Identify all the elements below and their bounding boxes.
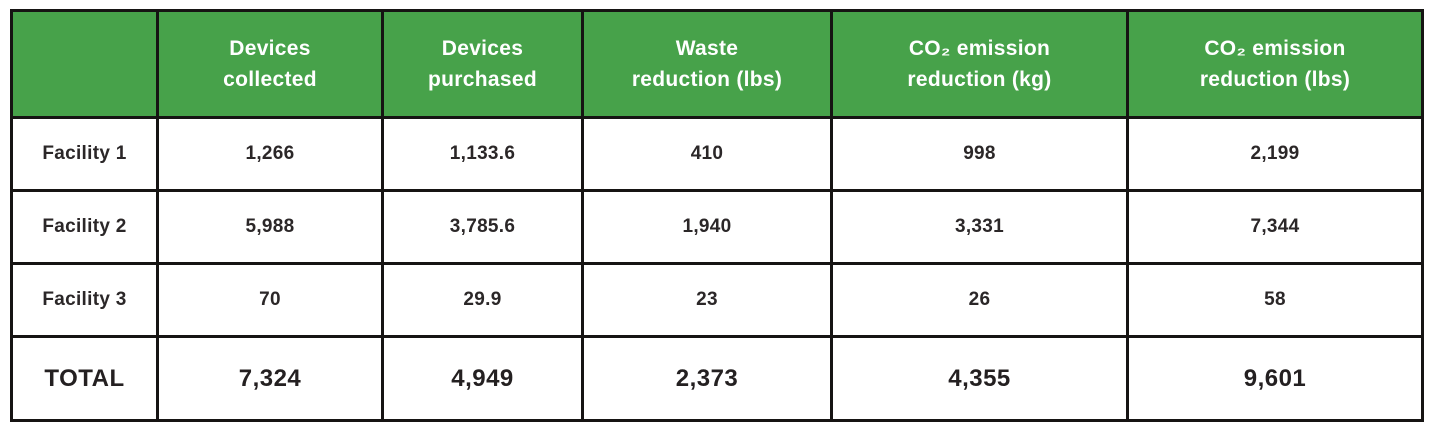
data-cell: 29.9 <box>381 262 584 339</box>
data-cell: 58 <box>1126 262 1424 339</box>
header-line: reduction (kg) <box>907 68 1052 91</box>
table-header: Devices collected Devices purchased Wast… <box>10 9 1424 119</box>
header-line: Devices <box>441 36 524 60</box>
row-label: Facility 2 <box>10 189 159 266</box>
header-line: reduction (lbs) <box>1199 68 1351 91</box>
data-cell: 410 <box>581 115 833 193</box>
data-cell: 1,133.6 <box>381 115 584 193</box>
total-cell: 7,324 <box>156 335 384 422</box>
data-cell: 23 <box>581 262 833 339</box>
table-row-total: TOTAL 7,324 4,949 2,373 4,355 9,601 <box>10 335 1424 422</box>
data-cell: 998 <box>830 115 1129 193</box>
header-cell-devices-collected: Devices collected <box>156 9 384 119</box>
table-row-facility-3: Facility 3 70 29.9 23 26 58 <box>10 262 1424 339</box>
header-row: Devices collected Devices purchased Wast… <box>10 9 1424 119</box>
data-cell: 1,940 <box>581 189 833 266</box>
header-line: reduction (lbs) <box>631 68 783 91</box>
data-cell: 26 <box>830 262 1129 339</box>
row-label: Facility 3 <box>10 262 159 339</box>
header-cell-co2-reduction-kg: CO₂ emission reduction (kg) <box>830 9 1129 119</box>
data-cell: 1,266 <box>156 115 384 193</box>
total-cell: 2,373 <box>581 335 833 422</box>
data-cell: 70 <box>156 262 384 339</box>
data-cell: 3,785.6 <box>381 189 584 266</box>
header-line: purchased <box>428 68 537 91</box>
row-label: Facility 1 <box>10 115 159 193</box>
header-cell-co2-reduction-lbs: CO₂ emission reduction (lbs) <box>1126 9 1424 119</box>
table-row-facility-2: Facility 2 5,988 3,785.6 1,940 3,331 7,3… <box>10 189 1424 266</box>
header-line: CO₂ emission <box>908 36 1051 60</box>
total-cell: 4,355 <box>830 335 1129 422</box>
data-cell: 3,331 <box>830 189 1129 266</box>
data-cell: 7,344 <box>1126 189 1424 266</box>
impact-table: Devices collected Devices purchased Wast… <box>10 9 1424 422</box>
header-cell-blank <box>10 9 159 119</box>
header-line: CO₂ emission <box>1204 36 1346 60</box>
data-cell: 5,988 <box>156 189 384 266</box>
total-cell: 4,949 <box>381 335 584 422</box>
total-cell: 9,601 <box>1126 335 1424 422</box>
header-cell-devices-purchased: Devices purchased <box>381 9 584 119</box>
table-row-facility-1: Facility 1 1,266 1,133.6 410 998 2,199 <box>10 115 1424 193</box>
table-body: Facility 1 1,266 1,133.6 410 998 2,199 F… <box>10 115 1424 422</box>
total-label: TOTAL <box>10 335 159 422</box>
header-line: collected <box>223 68 317 91</box>
header-cell-waste-reduction: Waste reduction (lbs) <box>581 9 833 119</box>
data-cell: 2,199 <box>1126 115 1424 193</box>
header-line: Waste <box>675 36 739 60</box>
header-line: Devices <box>229 36 311 60</box>
